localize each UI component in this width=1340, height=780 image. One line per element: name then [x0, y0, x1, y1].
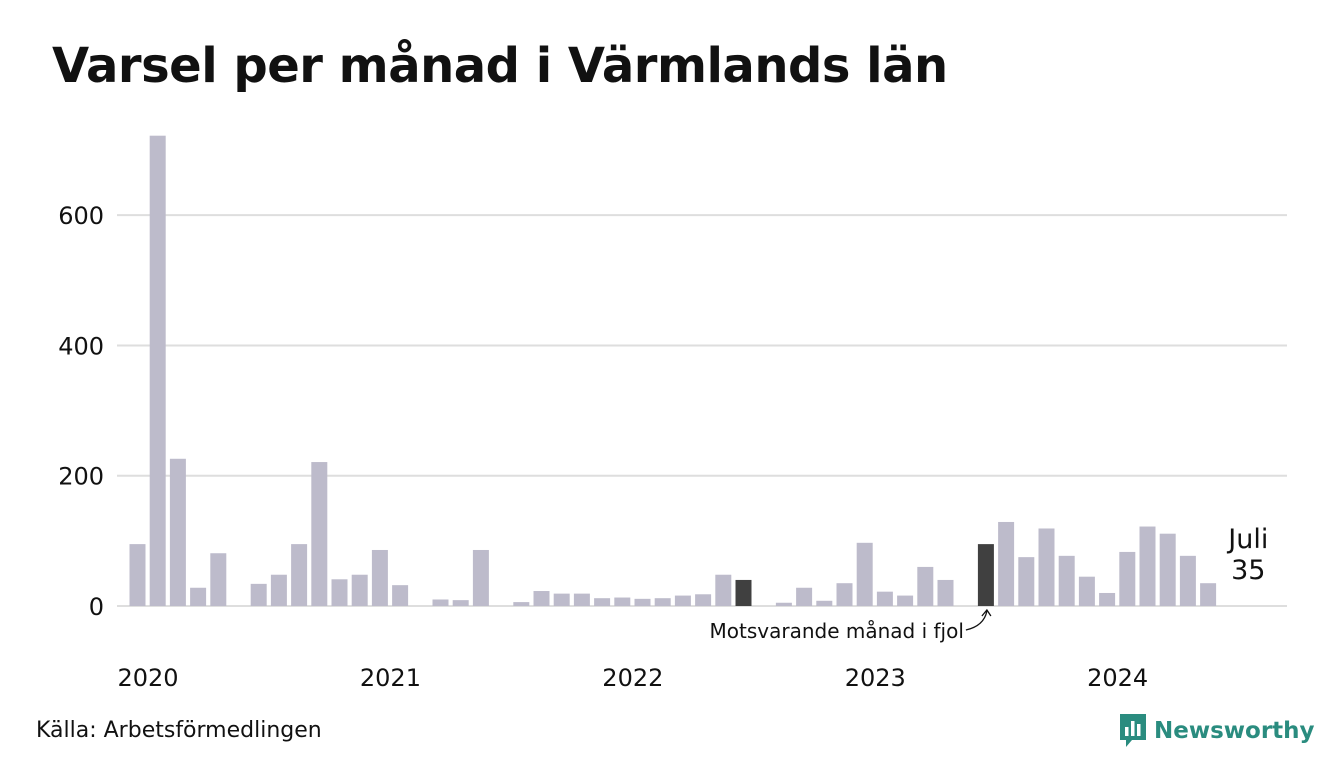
bar [796, 587, 813, 606]
annotation-arrow [965, 610, 988, 631]
bar [452, 600, 469, 606]
chart-title: Varsel per månad i Värmlands län [52, 38, 948, 94]
bar [533, 591, 550, 606]
current-month-label: Juli [1226, 524, 1268, 555]
bar [311, 462, 328, 606]
annotation-arrowhead [981, 608, 992, 617]
x-tick-label: 2024 [1087, 664, 1148, 692]
source-note: Källa: Arbetsförmedlingen [36, 718, 322, 743]
bar [291, 544, 308, 606]
bar [1058, 555, 1075, 606]
x-tick-label: 2020 [118, 664, 179, 692]
bar [816, 600, 833, 606]
bar [553, 593, 570, 606]
bar [998, 521, 1015, 606]
bar [1099, 592, 1116, 606]
x-axis-year-labels: 2020 2021 2022 2023 2024 [118, 664, 1149, 692]
bar [977, 544, 994, 606]
y-axis-ticks: 0 200 400 600 [58, 202, 104, 621]
bar [775, 602, 792, 606]
bars [129, 135, 1217, 607]
y-tick-label: 400 [58, 332, 104, 360]
bar [270, 574, 287, 606]
newsworthy-logo: Newsworthy [1118, 712, 1315, 750]
bar [573, 593, 590, 606]
bar [836, 583, 853, 606]
bar [432, 599, 449, 606]
bar [634, 598, 651, 606]
bar [856, 542, 873, 606]
bar [876, 591, 893, 606]
bar [1018, 557, 1035, 606]
bar [1200, 583, 1217, 606]
x-tick-label: 2023 [845, 664, 906, 692]
newsworthy-logo-icon [1120, 714, 1146, 747]
y-tick-label: 600 [58, 202, 104, 230]
y-tick-label: 0 [89, 593, 104, 621]
bar [897, 595, 914, 606]
previous-year-annotation: Motsvarande månad i fjol [710, 619, 964, 643]
bar [1179, 555, 1196, 606]
bar [169, 458, 186, 606]
x-tick-label: 2021 [360, 664, 421, 692]
bar [1038, 528, 1055, 606]
brand-name: Newsworthy [1154, 718, 1315, 744]
bar [331, 579, 348, 606]
bar-chart: 0 200 400 600 2020 2021 2022 2023 2024 Juli 35 … [58, 135, 1287, 692]
bar [715, 574, 732, 606]
bar [149, 135, 166, 607]
bar [1078, 576, 1095, 606]
x-tick-label: 2022 [602, 664, 663, 692]
bar [917, 566, 934, 606]
annotations: Juli 35 Motsvarande månad i fjol [710, 524, 1269, 643]
bar [472, 549, 489, 606]
bar [371, 549, 388, 606]
bar [695, 594, 712, 606]
bar [674, 595, 691, 606]
bar [594, 598, 611, 606]
current-value-label: 35 [1231, 555, 1265, 586]
bar [1159, 533, 1176, 606]
bar [392, 585, 409, 606]
bar [937, 579, 954, 606]
bar [614, 597, 631, 606]
bar [1139, 526, 1156, 606]
bar [735, 579, 752, 606]
bar [190, 587, 207, 606]
bar [210, 553, 227, 606]
bar [513, 602, 530, 606]
bar [654, 598, 671, 606]
bar [1119, 551, 1136, 606]
bar [351, 574, 368, 606]
y-tick-label: 200 [58, 463, 104, 491]
bar [250, 583, 267, 606]
bar [129, 544, 146, 606]
